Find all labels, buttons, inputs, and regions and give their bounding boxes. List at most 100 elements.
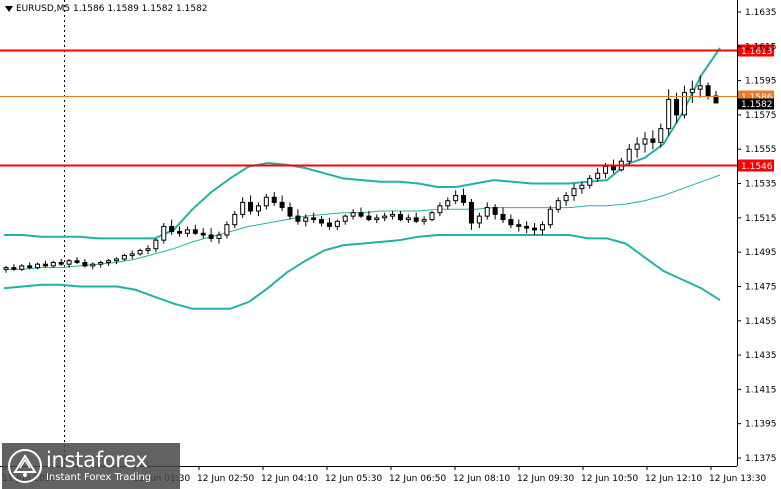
candle-body — [161, 225, 167, 241]
candle — [82, 259, 88, 268]
candle-body — [382, 215, 388, 219]
candle-body — [429, 212, 435, 221]
candle — [650, 130, 656, 150]
candle-body — [634, 143, 640, 150]
candle — [58, 259, 64, 266]
candle-body — [145, 248, 151, 251]
candle — [224, 221, 230, 239]
candle — [145, 245, 151, 254]
candle-body — [358, 212, 364, 217]
candle-body — [303, 217, 309, 222]
candle-body — [681, 92, 687, 116]
candle — [579, 181, 585, 194]
candle-body — [524, 225, 530, 229]
lower-band-line — [3, 234, 721, 310]
chart-header: EURUSD,M5 1.1586 1.1589 1.1582 1.1582 — [5, 4, 208, 14]
candle — [169, 219, 175, 235]
candle-body — [287, 207, 293, 217]
candle-body — [713, 95, 719, 104]
candle-body — [587, 177, 593, 186]
candle — [216, 231, 222, 244]
candle — [405, 214, 411, 223]
candle-body — [697, 85, 703, 90]
candle — [200, 228, 206, 239]
candle — [248, 195, 254, 215]
candle-body — [705, 85, 711, 97]
candle — [19, 264, 25, 272]
candle — [397, 210, 403, 222]
candle — [429, 210, 435, 222]
candle — [287, 202, 293, 220]
middle-band-line — [4, 174, 721, 270]
candle — [350, 209, 356, 220]
candle-body — [11, 267, 17, 270]
candle-body — [650, 138, 656, 143]
candle — [524, 221, 530, 234]
candle-body — [390, 213, 396, 217]
candle — [42, 260, 48, 268]
candle-body — [137, 249, 143, 255]
candle — [342, 214, 348, 225]
candle — [626, 144, 632, 167]
candle-body — [508, 219, 514, 226]
candle — [50, 260, 56, 268]
candle — [689, 80, 695, 103]
time-tick-label: 12 Jun 02:50 — [197, 474, 254, 484]
candle — [113, 257, 119, 265]
price-tick-label: 1.1455 — [745, 317, 777, 327]
candle — [106, 259, 112, 266]
candle-body — [484, 207, 490, 217]
candle — [532, 222, 538, 235]
candle — [468, 198, 474, 230]
price-tick-label: 1.1475 — [745, 282, 777, 292]
candle-body — [3, 267, 9, 270]
candle — [681, 85, 687, 119]
candle — [674, 92, 680, 124]
price-tick-label: 1.1375 — [745, 454, 777, 464]
candle-body — [342, 215, 348, 222]
candle-body — [500, 213, 506, 221]
time-tick-label: 12 Jun 04:10 — [261, 474, 318, 484]
price-tick-label: 1.1415 — [745, 385, 777, 395]
instaforex-watermark: instaforex Instant Forex Trading — [2, 443, 180, 489]
candle-body — [248, 201, 254, 212]
time-tick-label: 12 Jun 08:10 — [453, 474, 510, 484]
candle — [121, 253, 127, 261]
candle-body — [516, 224, 522, 227]
price-tick-label: 1.1435 — [745, 351, 777, 361]
candle-body — [421, 219, 427, 222]
candle — [484, 202, 490, 220]
candle-body — [397, 213, 403, 221]
instaforex-logo-icon — [8, 449, 42, 483]
time-tick-label: 12 Jun 05:30 — [325, 474, 382, 484]
candle-body — [216, 234, 222, 239]
candle-body — [121, 255, 127, 260]
candle — [279, 195, 285, 211]
candle-body — [90, 263, 96, 267]
candle-body — [192, 229, 198, 234]
candle — [192, 224, 198, 235]
price-tick-label: 1.1535 — [745, 180, 777, 190]
candle — [508, 214, 514, 229]
candle-body — [271, 196, 277, 203]
time-tick-label: 12 Jun 06:50 — [389, 474, 446, 484]
candle — [161, 222, 167, 244]
candle-body — [579, 184, 585, 190]
candle-body — [58, 261, 64, 265]
candle — [98, 260, 104, 268]
candle — [555, 197, 561, 213]
candle-body — [689, 88, 695, 94]
candle — [263, 193, 269, 210]
candle — [445, 197, 451, 210]
candle — [311, 212, 317, 223]
candle — [642, 132, 648, 153]
candle-body — [405, 217, 411, 221]
symbol-ohlc-label: EURUSD,M5 1.1586 1.1589 1.1582 1.1582 — [16, 4, 208, 14]
upper-band-line — [4, 47, 721, 240]
time-tick-label: 12 Jun 13:30 — [709, 474, 766, 484]
chevron-down-icon[interactable] — [5, 6, 13, 12]
candle-body — [66, 260, 72, 265]
candle-body — [571, 188, 577, 197]
